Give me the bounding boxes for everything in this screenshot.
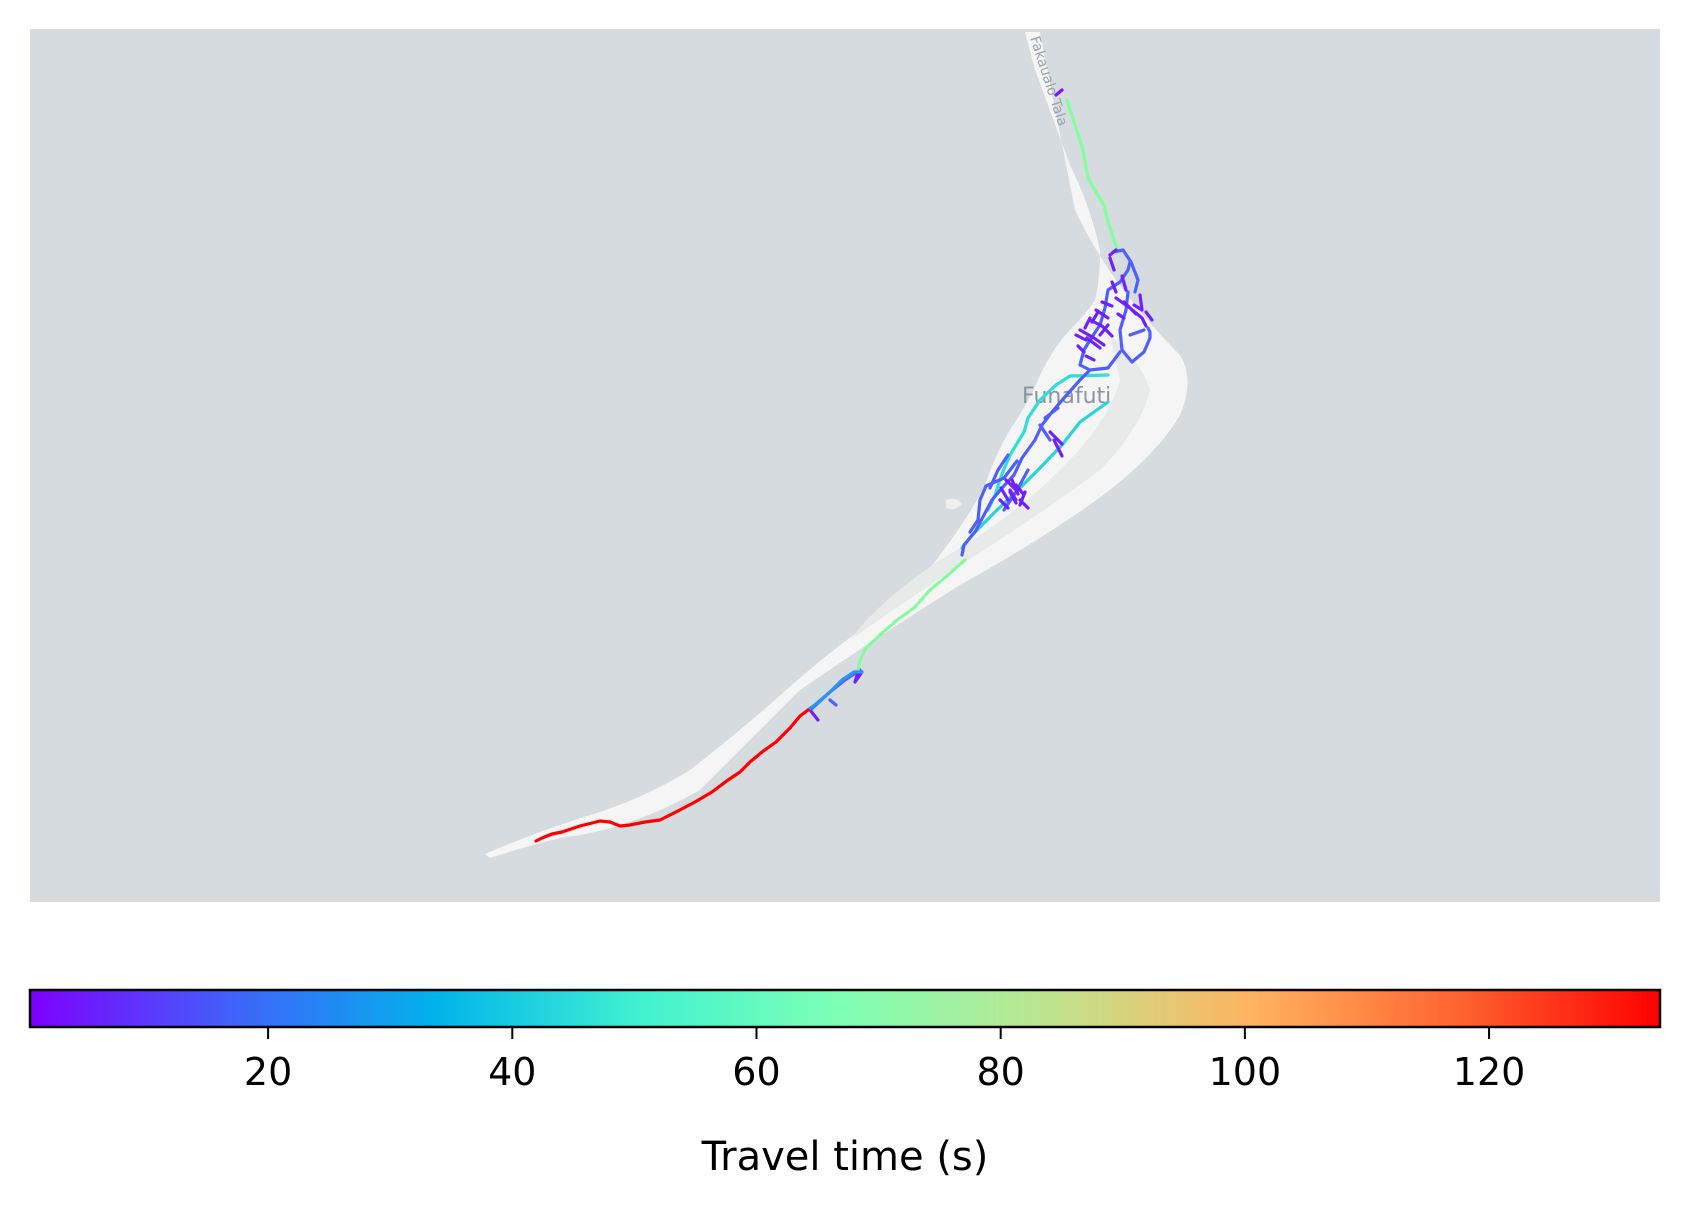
road-segment-south-link — [856, 558, 967, 672]
road-network — [534, 88, 1154, 843]
road-segment-north-road — [1065, 98, 1120, 254]
colorbar-ticks: 20 40 60 80 100 120 — [244, 1027, 1525, 1094]
colorbar-tick-label: 60 — [732, 1050, 780, 1094]
road-segment-town-core — [808, 248, 1154, 722]
colorbar-tick-label: 100 — [1209, 1050, 1282, 1094]
island-shadow — [850, 335, 1150, 640]
island-land — [485, 32, 1188, 858]
colorbar-tick-label: 80 — [976, 1050, 1024, 1094]
map-panel: Funafuti Fakaualo Tala — [30, 29, 1660, 902]
colorbar-tick-label: 120 — [1453, 1050, 1526, 1094]
colorbar-label: Travel time (s) — [701, 1134, 989, 1180]
colorbar-tick-label: 40 — [488, 1050, 536, 1094]
colorbar: 20 40 60 80 100 120 Travel time (s) — [28, 988, 1662, 1180]
islet — [946, 498, 962, 510]
colorbar-tick-label: 20 — [244, 1050, 292, 1094]
road-segment-north-stub — [1054, 88, 1064, 97]
map-water — [30, 29, 1660, 902]
colorbar-gradient — [28, 988, 1662, 1029]
road-segment-south-far — [534, 708, 810, 843]
road-segment-south-mid — [806, 670, 864, 712]
road-segment-town-west-loop — [986, 373, 1110, 512]
